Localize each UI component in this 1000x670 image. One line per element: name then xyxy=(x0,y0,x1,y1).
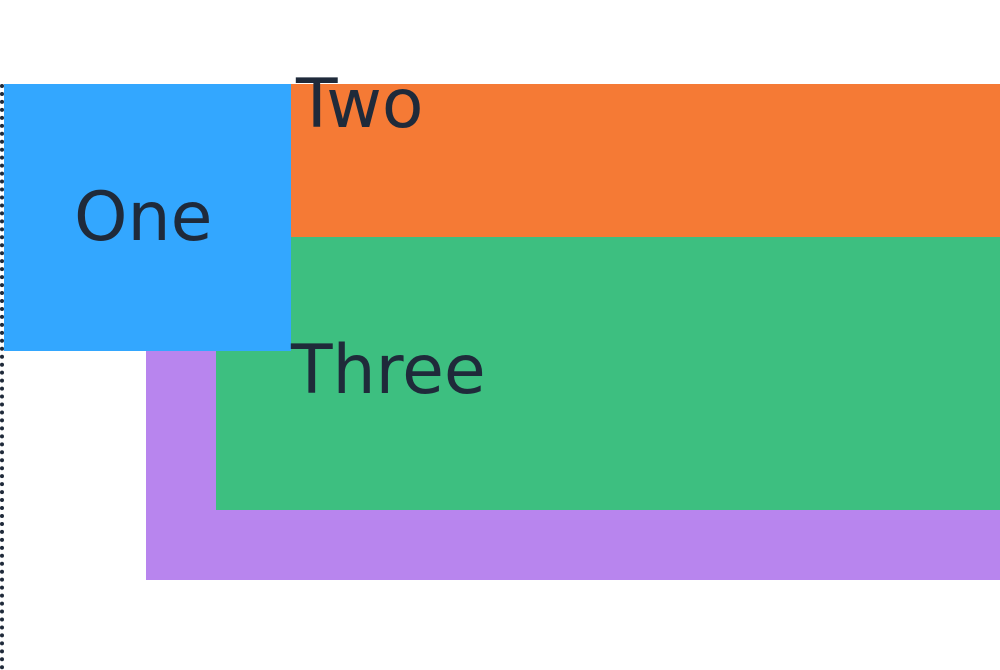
box-one-label: One xyxy=(74,184,212,252)
box-two-label: Two xyxy=(296,71,424,139)
box-three-label: Three xyxy=(291,337,486,405)
